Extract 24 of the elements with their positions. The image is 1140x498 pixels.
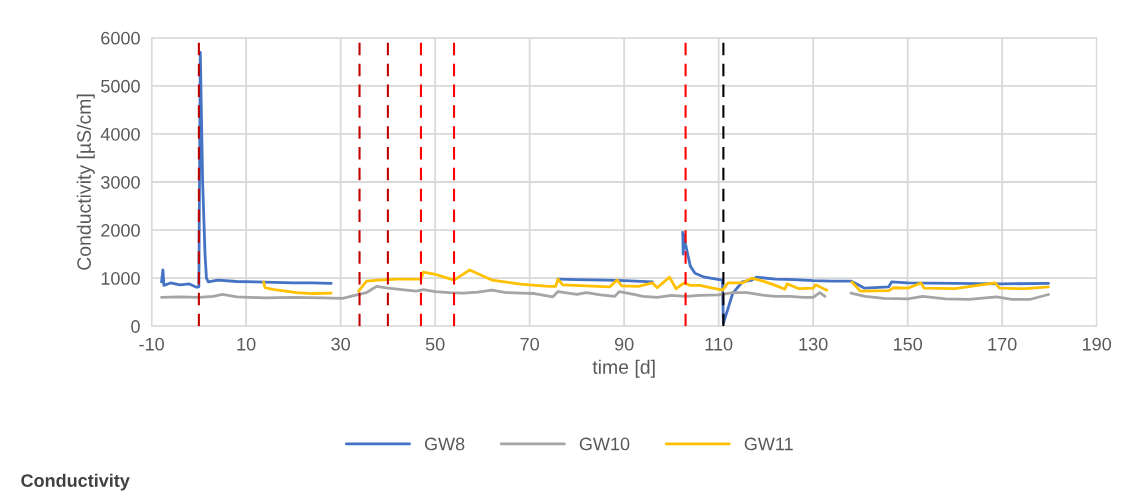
x-tick-label: 150 <box>893 337 923 351</box>
x-tick-label: -10 <box>139 337 164 351</box>
text: Conductivity <box>21 473 130 491</box>
x-tick-label: 90 <box>614 337 634 351</box>
x-tick-label: 70 <box>520 337 539 351</box>
y-tick-label: 5000 <box>101 79 140 93</box>
x-tick-label: 170 <box>988 337 1017 351</box>
x-tick-label: 110 <box>705 337 733 351</box>
x-tick-label: 50 <box>425 337 445 351</box>
x-tick-label: 130 <box>799 337 828 351</box>
legend-label: GW11 <box>744 437 793 451</box>
x-tick-label: 10 <box>237 337 256 351</box>
y-tick-label: 2000 <box>101 224 140 237</box>
x-tick-label: 190 <box>1083 337 1112 351</box>
y-tick-label: 0 <box>131 320 140 333</box>
legend-label: GW10 <box>579 437 630 451</box>
y-axis-title: Conductivity [µS/cm] <box>76 94 95 270</box>
y-tick-label: 3000 <box>101 175 140 189</box>
y-tick-label: 6000 <box>101 31 140 45</box>
x-tick-label: 30 <box>331 337 350 351</box>
y-tick-label: 4000 <box>100 127 140 141</box>
x-axis-title: time [d] <box>592 359 655 378</box>
y-tick-label: 1000 <box>101 272 140 285</box>
legend-label: GW8 <box>424 437 465 451</box>
